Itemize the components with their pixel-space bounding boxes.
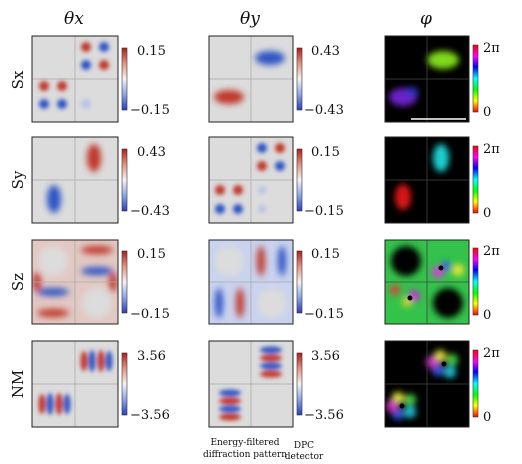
svg-text:−0.15: −0.15 [130,307,170,322]
svg-text:diffraction pattern: diffraction pattern [203,450,287,460]
panel-sz-phi [384,239,470,325]
column-header-theta-y: θy [240,9,260,29]
svg-text:2π: 2π [483,244,500,259]
svg-text:−3.56: −3.56 [304,408,344,423]
svg-text:2π: 2π [483,346,500,361]
colorbar-sy-theta-x: 0.43 −0.43 [121,145,170,219]
row-label-sz: Sz [9,273,27,291]
panel-sx-theta-x [31,35,119,123]
svg-text:2π: 2π [483,142,500,157]
colorbar-sz-phi: 2π 0 [472,244,500,323]
svg-text:−3.56: −3.56 [130,408,170,423]
svg-text:detector: detector [285,452,324,462]
svg-text:0.15: 0.15 [137,44,166,59]
panel-sy-phi [384,136,470,224]
colorbar-nm-theta-y: 3.56 −3.56 [296,349,344,423]
svg-text:0.15: 0.15 [311,145,340,160]
row-label-sx: Sx [9,70,27,89]
svg-text:2π: 2π [483,41,500,56]
svg-text:0.15: 0.15 [311,247,340,262]
annotation-energy-filtered: Energy-filtered diffraction pattern [203,438,287,460]
svg-text:−0.15: −0.15 [304,307,344,322]
colorbar-sx-theta-x: 0.15 −0.15 [121,44,170,118]
svg-text:0.43: 0.43 [311,44,340,59]
svg-text:3.56: 3.56 [137,349,166,364]
svg-text:−0.43: −0.43 [304,103,344,118]
panel-sy-theta-y [208,136,294,224]
svg-text:0: 0 [483,308,491,323]
panel-nm-theta-x [31,340,119,428]
svg-text:3.56: 3.56 [311,349,340,364]
svg-text:0: 0 [483,206,491,221]
row-label-nm: NM [9,370,27,398]
panel-sz-theta-x [31,239,119,325]
svg-text:Energy-filtered: Energy-filtered [210,438,279,448]
row-label-sy: Sy [9,170,27,189]
colorbar-nm-phi: 2π 0 [472,346,500,425]
column-header-phi: φ [420,9,432,29]
panel-nm-phi [384,340,470,428]
svg-text:0: 0 [483,410,491,425]
colorbar-sz-theta-x: 0.15 −0.15 [121,247,170,322]
svg-text:0.15: 0.15 [137,247,166,262]
svg-text:0: 0 [483,105,491,120]
colorbar-nm-theta-x: 3.56 −3.56 [121,349,170,423]
panel-sy-theta-x [31,136,119,224]
colorbar-sy-phi: 2π 0 [472,142,500,221]
column-header-theta-x: θx [64,9,84,29]
colorbar-sz-theta-y: 0.15 −0.15 [296,247,344,322]
panel-sx-theta-y [208,35,294,123]
panel-nm-theta-y [208,340,294,428]
svg-text:−0.43: −0.43 [130,204,170,219]
svg-text:0.43: 0.43 [137,145,166,160]
svg-text:DPC: DPC [294,441,314,451]
annotation-dpc-detector: DPC detector [285,441,324,462]
panel-sx-phi [384,35,470,123]
colorbar-sx-theta-y: 0.43 −0.43 [296,44,344,118]
svg-text:−0.15: −0.15 [130,103,170,118]
svg-text:−0.15: −0.15 [304,204,344,219]
colorbar-sy-theta-y: 0.15 −0.15 [296,145,344,219]
panel-sz-theta-y [208,239,294,325]
colorbar-sx-phi: 2π 0 [472,41,500,120]
